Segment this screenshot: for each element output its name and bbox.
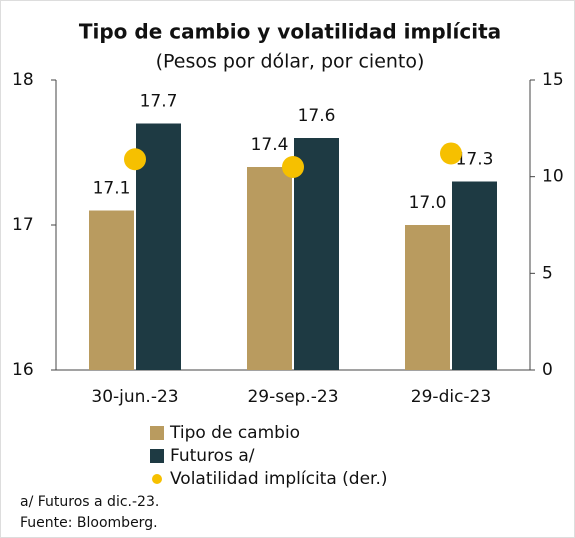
value-label: 17.1	[93, 179, 131, 199]
legend-swatch	[150, 426, 164, 440]
legend-label: Volatilidad implícita (der.)	[170, 469, 388, 489]
volatility-dot	[124, 148, 146, 171]
value-label: 17.3	[456, 150, 494, 170]
bar	[452, 181, 497, 370]
note: a/ Futuros a dic.-23.	[20, 494, 159, 510]
x-tick-label: 30-jun.-23	[91, 387, 178, 407]
y2-tick-label: 5	[542, 263, 553, 283]
y-tick-label: 17	[12, 215, 34, 235]
y-tick-label: 18	[12, 70, 34, 90]
value-label: 17.0	[409, 193, 447, 213]
value-label: 17.7	[140, 92, 178, 112]
legend-swatch	[150, 449, 164, 463]
bar	[89, 210, 134, 370]
value-label: 17.4	[251, 135, 289, 155]
chart-subtitle: (Pesos por dólar, por ciento)	[156, 51, 425, 73]
y2-tick-label: 10	[542, 167, 564, 187]
volatility-dot	[440, 142, 462, 165]
bar	[405, 225, 450, 370]
bar	[247, 167, 292, 370]
legend-label: Futuros a/	[170, 446, 255, 466]
y-tick-label: 16	[12, 360, 34, 380]
y2-tick-label: 0	[542, 360, 553, 380]
bar	[294, 138, 339, 370]
legend-label: Tipo de cambio	[169, 423, 300, 443]
note: Fuente: Bloomberg.	[20, 515, 158, 531]
x-tick-label: 29-dic-23	[411, 387, 491, 407]
x-tick-label: 29-sep.-23	[247, 387, 338, 407]
volatility-dot	[282, 156, 304, 178]
chart-title: Tipo de cambio y volatilidad implícita	[79, 20, 501, 44]
y2-tick-label: 15	[542, 70, 564, 90]
value-label: 17.6	[298, 106, 336, 126]
legend-swatch	[152, 474, 162, 484]
